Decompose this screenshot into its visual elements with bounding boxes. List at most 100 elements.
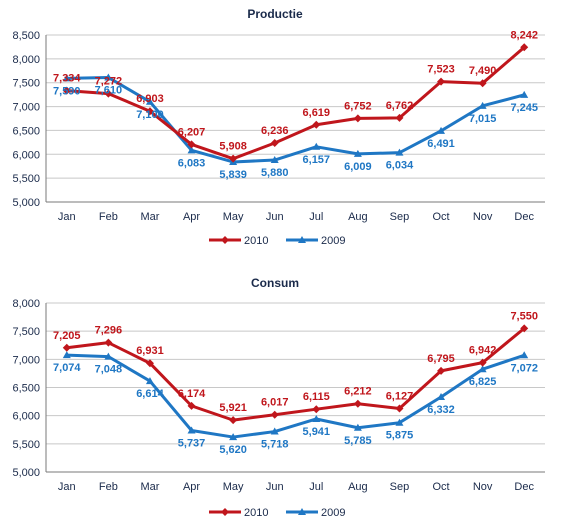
y-tick-label: 7,000 [12, 102, 40, 114]
data-label-2009: 6,825 [469, 376, 497, 388]
data-point-2010 [353, 114, 362, 123]
x-tick-label: Jun [266, 211, 284, 223]
data-point-2010 [187, 401, 196, 410]
data-point-2009 [229, 433, 238, 441]
chart-title: Consum [251, 276, 299, 290]
data-point-2010 [270, 139, 279, 148]
y-tick-label: 7,500 [12, 78, 40, 90]
data-label-2009: 7,072 [510, 362, 538, 374]
data-point-2010 [145, 359, 154, 368]
data-label-2010: 6,115 [303, 391, 330, 403]
data-point-2009 [270, 156, 279, 164]
y-tick-label: 8,000 [12, 54, 40, 66]
data-label-2009: 5,718 [261, 439, 289, 451]
data-label-2010: 7,523 [427, 64, 455, 76]
data-point-2010 [62, 343, 71, 352]
x-tick-label: Oct [432, 211, 449, 223]
data-label-2009: 5,875 [386, 430, 414, 442]
data-point-2009 [520, 90, 529, 98]
data-label-2010: 6,795 [427, 353, 455, 365]
series-line-2010 [66, 46, 526, 161]
x-tick-label: Feb [99, 211, 118, 223]
y-tick-label: 8,500 [12, 30, 40, 42]
chart-title: Productie [247, 7, 303, 21]
x-tick-label: Jul [309, 481, 323, 493]
y-tick-label: 6,000 [12, 149, 40, 161]
data-label-2009: 5,880 [261, 167, 289, 179]
data-label-2010: 6,236 [261, 125, 289, 137]
data-label-2009: 6,009 [344, 161, 372, 173]
data-label-2009: 6,083 [178, 157, 206, 169]
x-tick-label: Sep [390, 211, 410, 223]
x-tick-label: Jul [309, 211, 323, 223]
x-tick-label: Sep [390, 481, 410, 493]
data-label-2009: 6,157 [303, 154, 331, 166]
data-point-2010 [229, 416, 238, 425]
data-point-2010 [520, 324, 529, 333]
data-label-2010: 6,212 [344, 386, 372, 398]
x-tick-label: Dec [514, 481, 534, 493]
data-point-2010 [437, 366, 446, 375]
data-point-2010 [312, 120, 321, 129]
x-tick-label: Nov [473, 211, 493, 223]
y-tick-label: 8,000 [12, 298, 40, 310]
y-tick-label: 6,000 [12, 411, 40, 423]
data-label-2010: 7,550 [510, 310, 538, 322]
data-point-2010 [478, 358, 487, 367]
data-label-2009: 7,590 [53, 85, 81, 97]
data-label-2009: 7,048 [95, 364, 123, 376]
data-point-2009 [145, 97, 154, 105]
data-label-2010: 6,207 [178, 126, 206, 138]
data-label-2010: 7,334 [53, 73, 81, 85]
data-point-2009 [104, 352, 113, 360]
x-tick-label: Jun [266, 481, 284, 493]
legend-label-2010: 2010 [244, 235, 268, 247]
y-tick-label: 7,000 [12, 354, 40, 366]
data-point-2009 [478, 101, 487, 109]
data-label-2009: 7,610 [95, 84, 123, 96]
data-point-2010 [145, 107, 154, 116]
series-line-2009 [66, 353, 525, 439]
data-point-2009 [520, 351, 529, 359]
data-label-2010: 6,174 [178, 388, 206, 400]
data-label-2009: 5,737 [178, 437, 206, 449]
series-line-2009 [66, 75, 525, 164]
x-tick-label: Apr [183, 481, 200, 493]
data-label-2009: 7,245 [510, 102, 538, 114]
legend-marker-2010 [221, 508, 229, 516]
x-tick-label: May [223, 481, 244, 493]
y-tick-label: 5,500 [12, 439, 40, 451]
data-point-2010 [520, 43, 529, 52]
data-point-2009 [395, 148, 404, 156]
data-label-2010: 7,272 [95, 76, 123, 88]
data-point-2010 [229, 154, 238, 163]
data-point-2009 [62, 74, 71, 82]
data-label-2010: 7,296 [95, 325, 123, 337]
x-tick-label: May [223, 211, 244, 223]
x-tick-label: Jan [58, 211, 76, 223]
data-label-2010: 6,903 [136, 93, 164, 105]
data-label-2010: 6,942 [469, 345, 497, 357]
data-label-2009: 7,100 [136, 109, 164, 121]
data-point-2010 [270, 410, 279, 419]
y-tick-label: 6,500 [12, 383, 40, 395]
data-point-2009 [437, 392, 446, 400]
x-tick-label: Oct [432, 481, 449, 493]
data-point-2009 [187, 426, 196, 434]
y-tick-label: 5,000 [12, 467, 40, 479]
data-label-2009: 7,074 [53, 362, 81, 374]
data-label-2010: 6,017 [261, 397, 289, 409]
data-point-2009 [395, 418, 404, 426]
data-point-2010 [353, 399, 362, 408]
x-tick-label: Jan [58, 481, 76, 493]
y-tick-label: 6,500 [12, 125, 40, 137]
data-point-2009 [353, 423, 362, 431]
data-label-2009: 5,839 [219, 169, 247, 181]
x-tick-label: Dec [514, 211, 534, 223]
legend-marker-2009 [298, 236, 306, 243]
data-point-2010 [478, 79, 487, 88]
data-label-2010: 6,127 [386, 391, 414, 403]
legend-marker-2010 [221, 236, 229, 244]
legend-marker-2009 [298, 508, 306, 515]
